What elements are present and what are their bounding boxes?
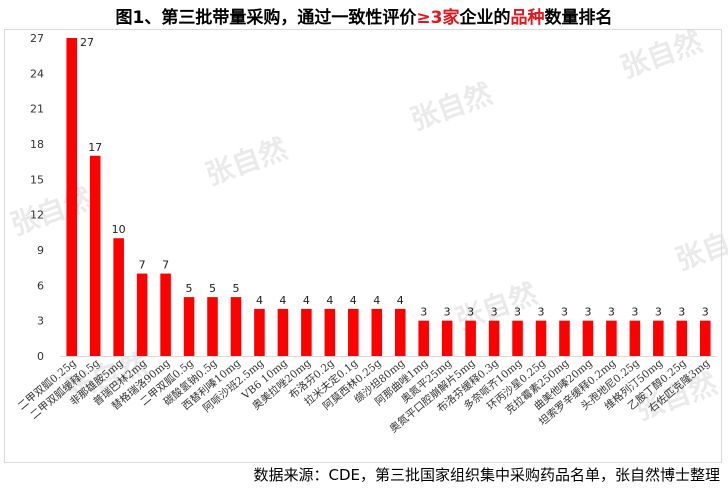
watermark: 张自然 (201, 132, 291, 192)
data-label: 7 (139, 259, 146, 272)
data-label: 5 (186, 282, 193, 295)
data-label: 3 (514, 306, 521, 319)
bar (277, 308, 289, 356)
data-label: 3 (420, 306, 427, 319)
y-tick-label: 12 (30, 209, 44, 222)
bar (113, 238, 124, 356)
data-label: 4 (303, 294, 310, 307)
y-tick-label: 24 (30, 67, 44, 80)
watermark: 张自然 (616, 25, 706, 85)
data-label: 3 (538, 306, 545, 319)
bar (89, 155, 101, 356)
y-axis: 0 3 6 9 12 15 18 21 24 27 (30, 32, 44, 363)
data-label: 5 (209, 282, 216, 295)
bar (441, 320, 453, 356)
bar (66, 38, 78, 356)
bar (207, 297, 218, 356)
bar (676, 320, 688, 356)
data-label: 4 (326, 294, 333, 307)
y-tick-label: 0 (37, 350, 44, 363)
bar (559, 320, 570, 356)
watermark: 张自然 (406, 77, 496, 137)
y-tick-label: 21 (30, 103, 44, 116)
bar (371, 308, 383, 356)
bar (183, 297, 195, 356)
watermark: 张自然 (671, 217, 728, 277)
data-label: 3 (561, 306, 568, 319)
data-label: 3 (491, 306, 498, 319)
data-label: 3 (608, 306, 615, 319)
data-label: 5 (232, 282, 239, 295)
source-note: 数据来源：CDE，第三批国家组织集中采购药品名单，张自然博士整理 (253, 466, 720, 484)
data-label: 4 (350, 294, 357, 307)
data-label: 4 (397, 294, 404, 307)
title-part-2: ≥3家 (416, 8, 460, 28)
data-label: 3 (655, 306, 662, 319)
data-label: 4 (373, 294, 380, 307)
data-label: 4 (256, 294, 263, 307)
bar (301, 308, 312, 356)
bar (348, 308, 359, 356)
bar (418, 320, 429, 356)
y-tick-label: 3 (37, 315, 44, 328)
watermark: 张自然 (6, 182, 96, 242)
y-tick-label: 15 (30, 173, 44, 186)
data-label: 3 (444, 306, 451, 319)
bar (535, 320, 547, 356)
bar (160, 273, 171, 356)
data-label: 17 (88, 141, 102, 154)
bar (653, 320, 664, 356)
bar (230, 297, 242, 356)
data-label: 4 (279, 294, 286, 307)
data-label: 7 (162, 259, 169, 272)
bar (606, 320, 617, 356)
data-label: 10 (112, 223, 126, 236)
bar (512, 320, 523, 356)
chart-frame (4, 29, 722, 463)
bar (394, 308, 406, 356)
data-label: 3 (678, 306, 685, 319)
data-label: 3 (702, 306, 709, 319)
x-axis: 二甲双胍0.25g二甲双胍缓释0.5g非那雄胺5mg普瑞巴林2mg替格瑞洛90m… (15, 356, 717, 435)
title-part-5: 数量排名 (544, 8, 613, 28)
data-label: 3 (467, 306, 474, 319)
bars: 27 17 10 7 7 5 5 5 4 4 4 4 4 4 4 3 3 3 3 3 3 3 3 3 3 3 3 3 (66, 36, 711, 356)
y-tick-label: 27 (30, 32, 44, 45)
bar (324, 308, 336, 356)
title-part-3: 企业的 (459, 8, 511, 28)
bar (699, 320, 711, 356)
bar (465, 320, 476, 356)
chart-title: 图1、第三批带量采购，通过一致性评价≥3家企业的品种数量排名 (0, 3, 728, 28)
y-tick-label: 6 (37, 279, 44, 292)
bar (136, 273, 148, 356)
data-label: 3 (584, 306, 591, 319)
bar (254, 308, 265, 356)
bar (629, 320, 641, 356)
y-tick-label: 9 (37, 244, 44, 257)
data-label: 27 (80, 36, 94, 49)
bar (582, 320, 594, 356)
data-label: 3 (631, 306, 638, 319)
bar (488, 320, 500, 356)
title-part-4: 品种 (510, 8, 545, 28)
title-part-1: 图1、第三批带量采购，通过一致性评价 (115, 8, 417, 28)
y-tick-label: 18 (30, 138, 44, 151)
